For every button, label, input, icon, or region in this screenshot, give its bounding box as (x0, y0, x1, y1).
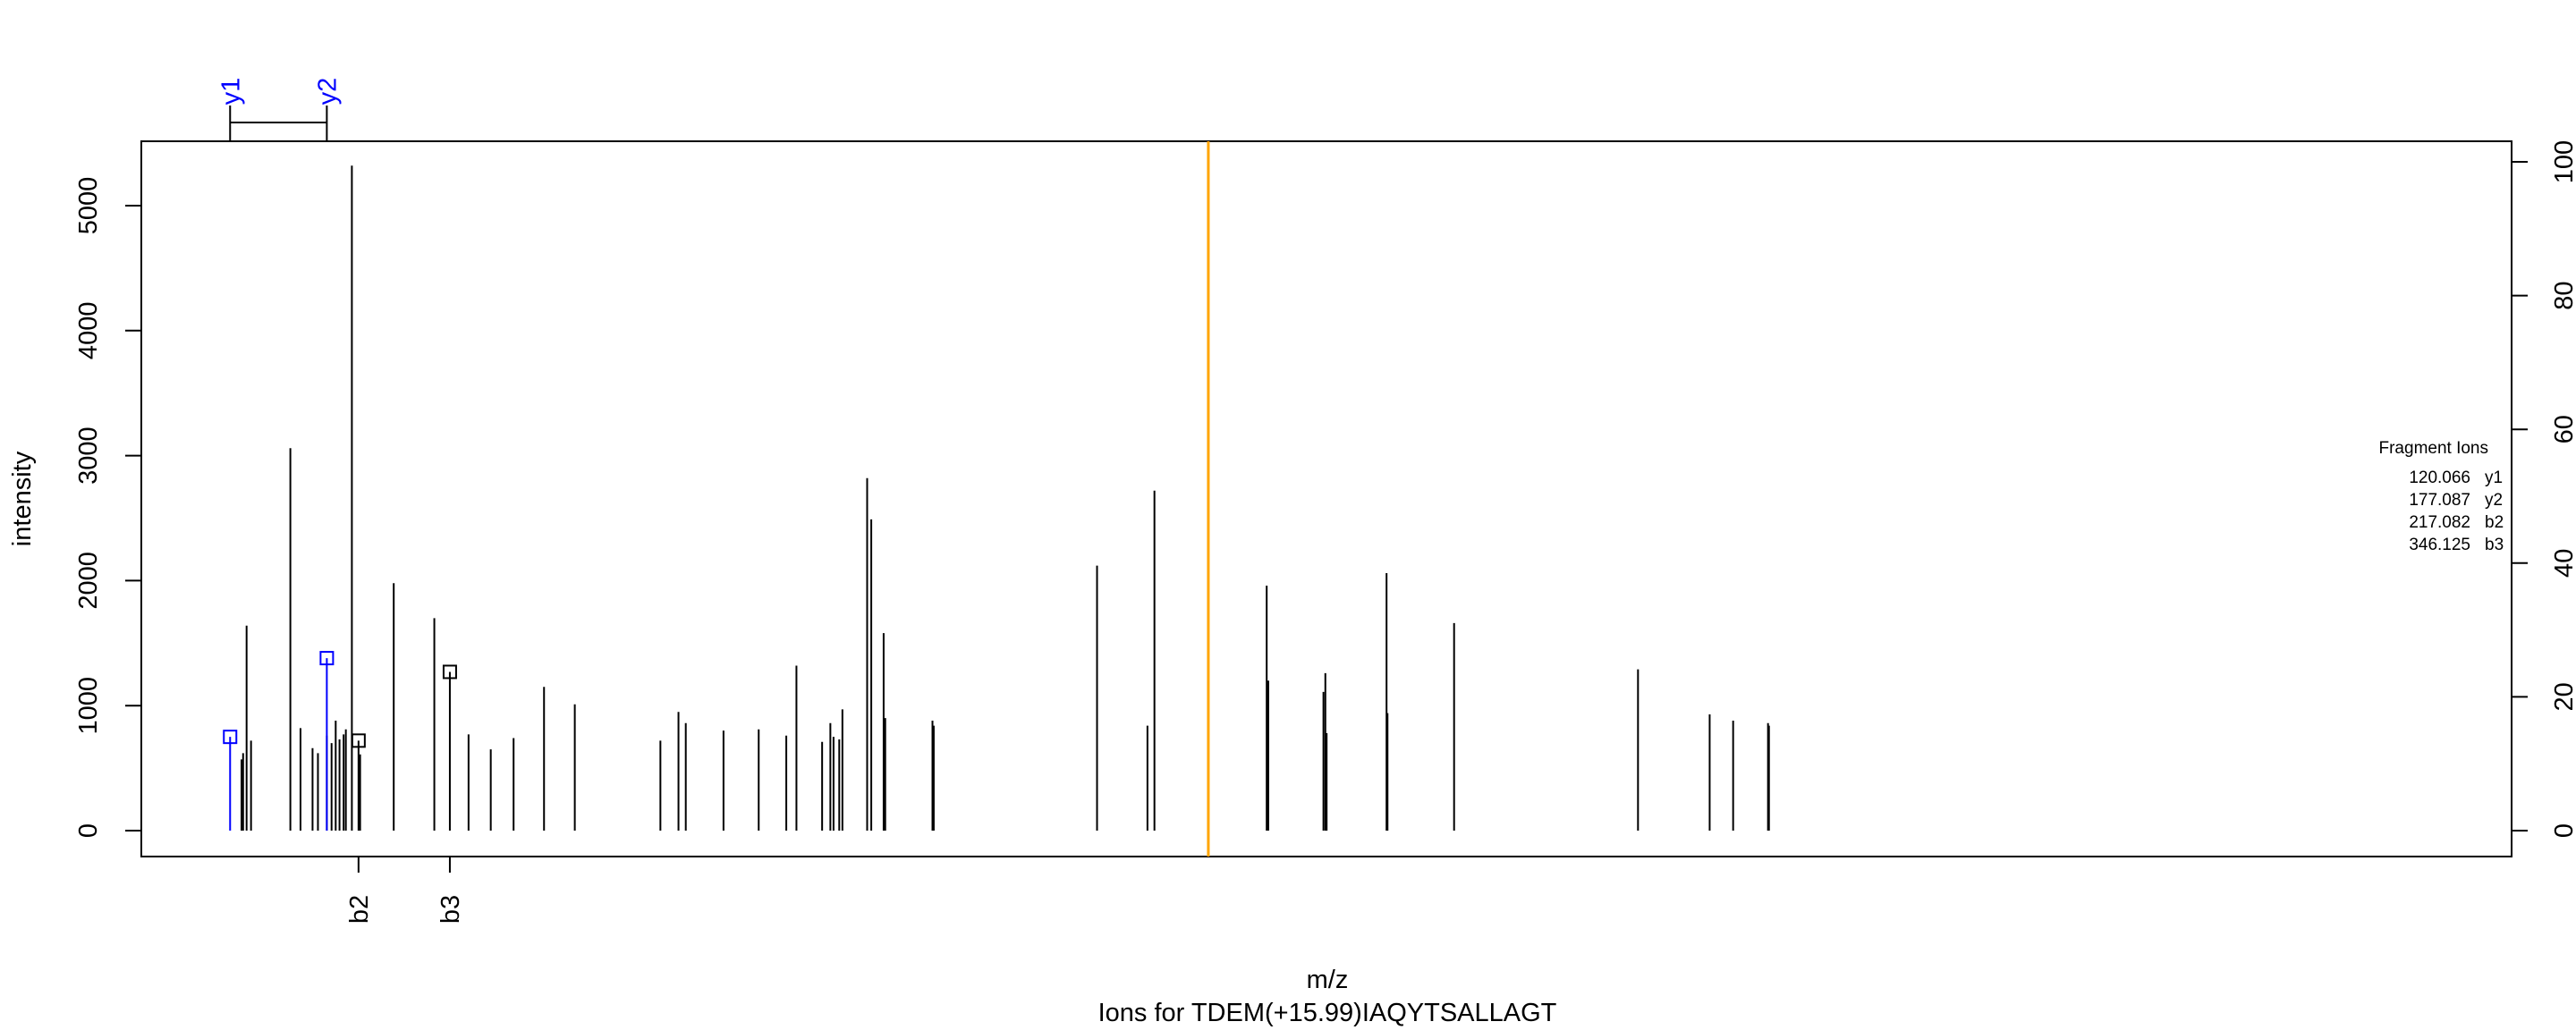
y-tick-label: 5000 (74, 177, 103, 235)
y-tick-label: 2000 (74, 552, 103, 610)
legend-ion: b3 (2485, 536, 2504, 554)
legend-ion: b2 (2485, 513, 2504, 532)
legend-mz: 177.087 (2409, 491, 2470, 510)
y-tick-label: 0 (74, 823, 103, 838)
y-tick-label: 3000 (74, 426, 103, 485)
right-y-axis: 0 20 40 60 80 100 (2512, 140, 2576, 838)
y2-tick-label: 0 (2550, 823, 2576, 838)
chart-title: Ions for TDEM(+15.99)IAQYTSALLAGT (1098, 999, 1557, 1027)
fragment-ions-legend: Fragment Ions 120.066 y1 177.087 y2 217.082 b… (2379, 439, 2504, 554)
bottom-ion-label: b3 (436, 895, 465, 924)
legend-ion: y2 (2485, 491, 2503, 510)
peaks (241, 165, 1770, 831)
y2-tick-label: 40 (2550, 549, 2576, 578)
legend-mz: 217.082 (2409, 513, 2470, 532)
top-ion-label: y2 (313, 78, 342, 106)
y-tick-label: 1000 (74, 677, 103, 735)
ion-marker-y1 (223, 730, 238, 745)
legend-mz: 120.066 (2409, 469, 2470, 487)
y2-tick-label: 100 (2550, 140, 2576, 183)
legend-mz: 346.125 (2409, 536, 2470, 554)
ion-marker-y2 (319, 651, 335, 666)
ion-annotations (223, 651, 457, 831)
bottom-ion-labels: b2 b3 (345, 857, 465, 924)
y-axis-label: intensity (8, 451, 37, 546)
y2-tick-label: 20 (2550, 682, 2576, 711)
legend-title: Fragment Ions (2379, 439, 2489, 458)
plot-frame (140, 140, 2512, 857)
x-axis-label: m/z (1307, 966, 1349, 994)
y2-tick-label: 80 (2550, 281, 2576, 309)
y-tick-label: 4000 (74, 302, 103, 360)
y2-tick-label: 60 (2550, 415, 2576, 443)
bottom-ion-label: b2 (345, 895, 374, 924)
top-ion-label: y1 (216, 78, 245, 106)
ion-marker-b2 (351, 733, 366, 748)
left-y-axis: 0 1000 2000 3000 4000 5000 (74, 177, 141, 838)
top-ion-labels: y1 y2 (216, 78, 342, 141)
ion-marker-b3 (442, 664, 457, 680)
legend-ion: y1 (2485, 469, 2503, 487)
